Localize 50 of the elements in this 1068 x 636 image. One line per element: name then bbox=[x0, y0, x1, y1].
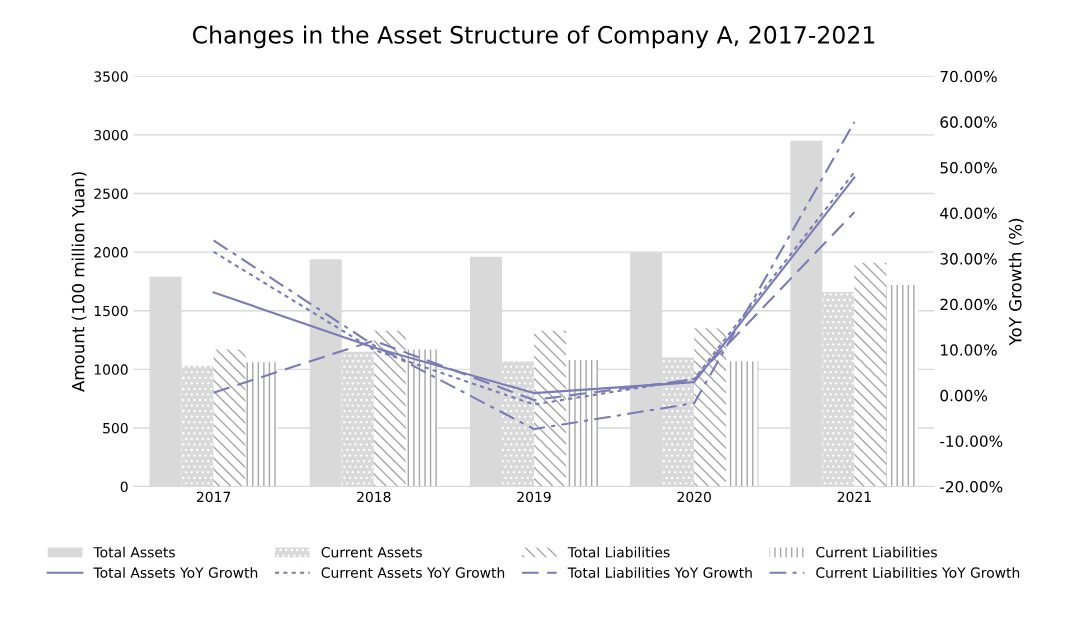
y2-tick-label: -10.00% bbox=[940, 435, 1003, 447]
y2-tick-label: 40.00% bbox=[940, 207, 997, 220]
y2-tick-label: 0.00% bbox=[940, 389, 988, 402]
bar bbox=[501, 361, 534, 487]
bar bbox=[373, 330, 406, 487]
legend-label: Current Assets YoY Growth bbox=[321, 567, 505, 578]
x-tick-label: 2021 bbox=[837, 491, 871, 503]
y-tick-label: 500 bbox=[103, 422, 128, 434]
bar bbox=[822, 291, 855, 487]
y-tick-label: 2500 bbox=[94, 188, 128, 199]
y2-tick-label: -20.00% bbox=[940, 481, 1003, 493]
bar bbox=[694, 328, 727, 487]
x-tick-label: 2018 bbox=[357, 491, 391, 503]
y2-tick-label: 20.00% bbox=[940, 298, 997, 311]
y2-tick-label: 70.00% bbox=[940, 70, 997, 83]
y2-tick-label: 50.00% bbox=[940, 161, 997, 174]
legend-label: Total Liabilities bbox=[567, 546, 670, 558]
bar bbox=[534, 330, 567, 487]
legend-label: Current Assets bbox=[321, 546, 422, 558]
bar bbox=[726, 361, 759, 487]
y-tick-label: 1000 bbox=[94, 364, 128, 375]
bar bbox=[854, 262, 887, 487]
y-tick-label: 1500 bbox=[94, 305, 128, 317]
bar bbox=[245, 362, 278, 487]
bar bbox=[886, 284, 919, 487]
line-series bbox=[212, 120, 856, 431]
bar bbox=[566, 359, 599, 487]
y2-axis-title: YoY Growth (%) bbox=[1008, 218, 1024, 346]
legend-label: Current Liabilities YoY Growth bbox=[816, 567, 1020, 578]
y2-tick-label: 60.00% bbox=[940, 116, 997, 128]
x-tick-label: 2019 bbox=[517, 491, 551, 503]
legend-label: Total Assets bbox=[93, 546, 175, 558]
y-tick-label: 0 bbox=[120, 481, 128, 493]
legend-label: Current Liabilities bbox=[816, 546, 937, 558]
legend-label: Total Liabilities YoY Growth bbox=[567, 567, 752, 578]
y-tick-label: 3000 bbox=[94, 129, 128, 141]
y-tick-label: 3500 bbox=[94, 71, 128, 82]
x-tick-label: 2017 bbox=[196, 491, 231, 503]
bar bbox=[662, 357, 695, 487]
y-tick-label: 2000 bbox=[94, 247, 128, 258]
bar bbox=[181, 365, 214, 487]
chart-title: Changes in the Asset Structure of Company A, 2017-2021 bbox=[192, 25, 875, 49]
y-axis-title: Amount (100 million Yuan) bbox=[71, 172, 87, 392]
bar bbox=[341, 351, 374, 487]
y2-tick-label: 10.00% bbox=[941, 344, 997, 356]
y2-tick-label: 30.00% bbox=[940, 253, 997, 265]
legend-label: Total Assets YoY Growth bbox=[93, 567, 258, 578]
x-tick-label: 2020 bbox=[677, 491, 711, 503]
bar bbox=[405, 349, 438, 487]
bar bbox=[213, 349, 246, 487]
